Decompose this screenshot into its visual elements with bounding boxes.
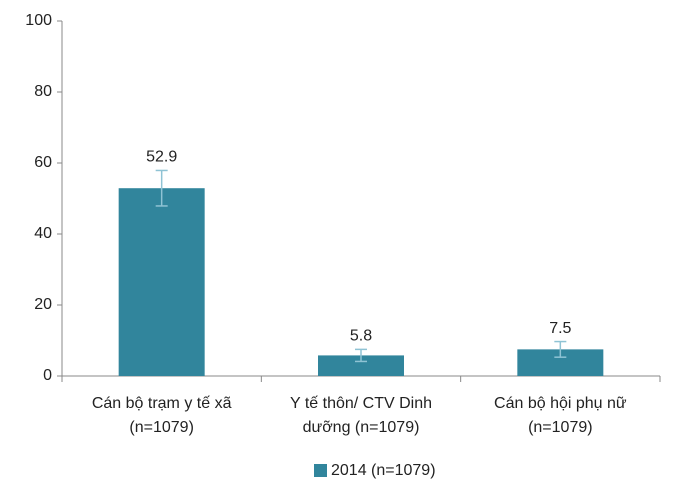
- data-label: 5.8: [350, 328, 372, 345]
- x-tick-label: Y tế thôn/ CTV Dinh: [290, 395, 432, 412]
- legend-swatch: [314, 464, 327, 477]
- y-tick-label: 80: [34, 83, 52, 100]
- error-bar: [554, 340, 567, 358]
- y-tick-label: 0: [43, 367, 52, 384]
- x-tick-label: Cán bộ hội phụ nữ: [494, 395, 627, 412]
- x-tick-label: Cán bộ trạm y tế xã: [92, 395, 232, 412]
- legend-label: 2014 (n=1079): [331, 462, 436, 479]
- data-label: 52.9: [146, 149, 177, 166]
- x-tick-label: (n=1079): [528, 419, 593, 436]
- data-label: 7.5: [549, 320, 571, 337]
- error-bar: [355, 348, 367, 363]
- y-tick-label: 40: [34, 225, 52, 242]
- error-bar: [155, 169, 168, 207]
- x-tick-label: dưỡng (n=1079): [303, 419, 420, 436]
- x-tick-label: (n=1079): [129, 419, 194, 436]
- bar: [118, 188, 205, 376]
- y-tick-label: 100: [25, 12, 52, 29]
- y-tick-label: 20: [34, 296, 52, 313]
- bar: [318, 355, 404, 376]
- y-tick-label: 60: [34, 154, 52, 171]
